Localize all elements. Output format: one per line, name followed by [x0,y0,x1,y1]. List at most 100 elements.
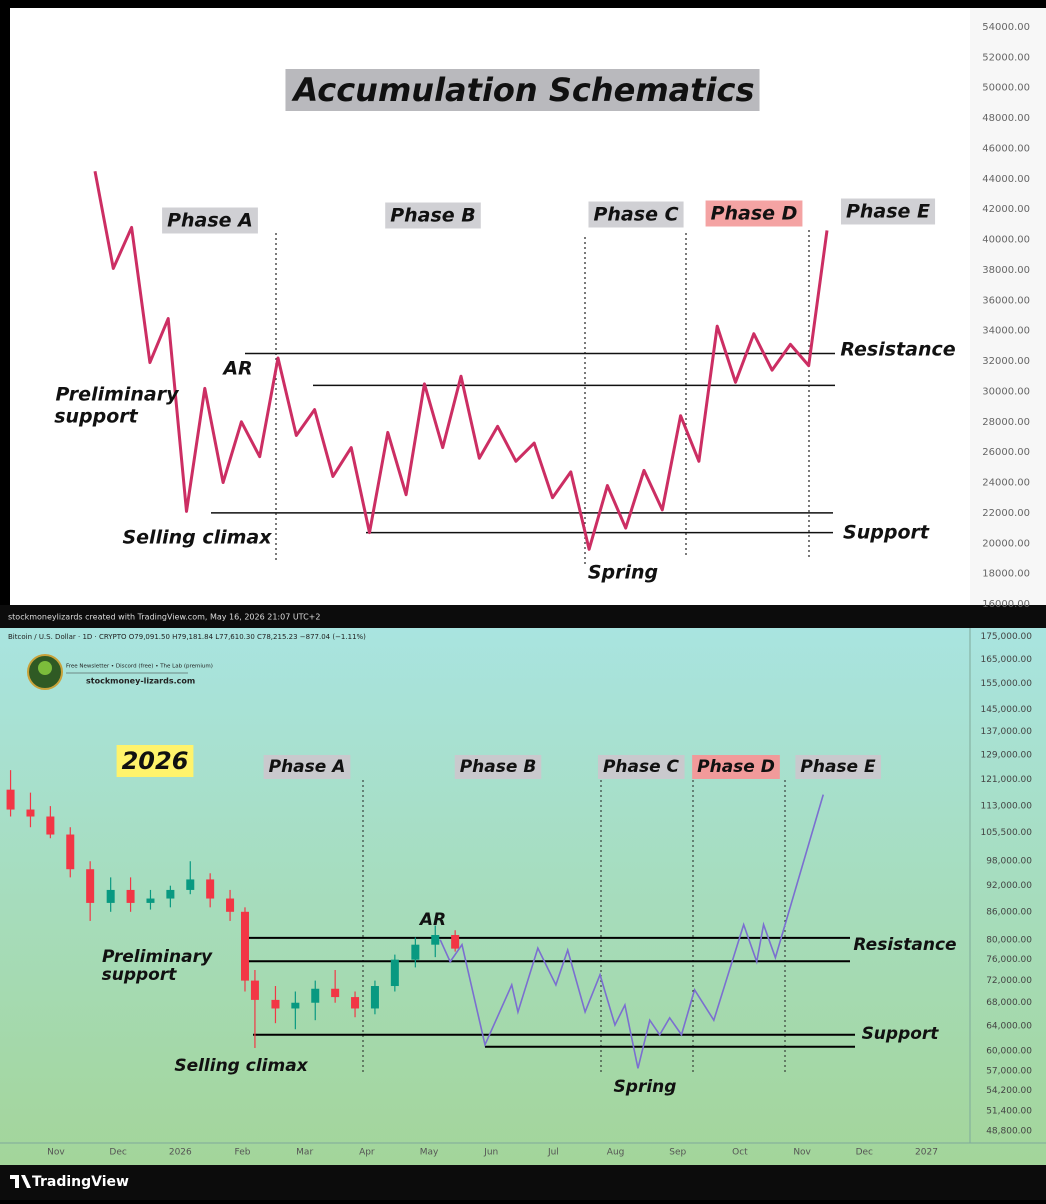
label-box [454,755,542,779]
y-tick-label: 24000.00 [982,478,1030,489]
candle-body [250,980,259,1000]
header-bar [0,605,1046,628]
label-box [795,755,881,779]
x-tick-label: Feb [235,1148,251,1158]
annotation: AR [221,358,252,380]
x-tick-label: Dec [856,1148,873,1158]
y-tick-label: 72,000.00 [986,976,1032,986]
phase-label: Phase E [800,757,876,777]
candle-body [66,834,75,870]
annotation: Spring [588,562,658,584]
y-tick-label: 105,500.00 [980,828,1032,838]
y-tick-label: 137,000.00 [980,727,1032,737]
y-tick-label: 92,000.00 [986,881,1032,891]
footer-logo [10,1175,31,1188]
y-tick-label: 57,000.00 [986,1067,1032,1077]
candle-body [6,789,15,810]
annotation: Spring [614,1077,677,1097]
candle-body [431,935,440,945]
projection-line [439,794,825,1069]
candle-body [351,997,360,1009]
annotation: AR [418,910,446,930]
candle-body [206,879,215,899]
annotation: support [102,965,178,985]
footer-bar [0,1165,1046,1200]
label-box [385,202,481,229]
phase-label: Phase B [390,205,476,227]
candle-body [390,959,399,987]
bottom-panel [0,628,1046,1165]
y-tick-label: 48000.00 [982,113,1030,124]
y-tick-label: 80,000.00 [986,935,1032,945]
y-tick-label: 129,000.00 [980,750,1032,760]
y-tick-label: 155,000.00 [980,679,1032,689]
phase-label: Phase D [711,203,798,225]
x-tick-label: 2027 [915,1148,938,1158]
annotation: Support [862,1024,940,1044]
legend: Bitcoin / U.S. Dollar · 1D · CRYPTO O79,… [8,633,366,641]
annotation: Selling climax [122,527,272,549]
logo [38,661,52,675]
x-tick-label: Nov [793,1148,811,1158]
y-tick-label: 32000.00 [982,356,1030,367]
x-tick-label: Nov [47,1148,65,1158]
y-tick-label: 48,800.00 [986,1127,1032,1137]
annotation: Support [843,522,930,544]
candle-body [166,889,175,899]
y-tick-label: 64,000.00 [986,1022,1032,1032]
y-tick-label: 52000.00 [982,52,1030,63]
candle-body [46,816,55,835]
candle-body [186,879,195,890]
label-box [705,200,803,227]
candle-body [411,944,420,960]
candle-body [226,898,235,912]
annotation: Preliminary [55,384,180,406]
phase-label: Phase B [460,757,537,777]
annotation: Resistance [840,339,955,361]
x-tick-label: Jun [483,1148,498,1158]
label-box [285,69,760,111]
phase-label: Phase A [167,210,253,232]
annotation: support [54,406,138,428]
x-tick-label: Apr [359,1148,375,1158]
y-tick-label: 30000.00 [982,386,1030,397]
y-tick-label: 98,000.00 [986,857,1032,867]
y-tick-label: 42000.00 [982,204,1030,215]
y-tick-label: 145,000.00 [980,705,1032,715]
chart-title: Accumulation Schematics [290,71,754,109]
candle-body [240,911,249,981]
candle-body [311,988,320,1003]
y-tick-label: 38000.00 [982,265,1030,276]
y-tick-label: 113,000.00 [980,802,1032,812]
candle-body [126,889,135,903]
candle-body [451,935,460,949]
y-tick-label: 165,000.00 [980,655,1032,665]
y-tick-label: 175,000.00 [980,632,1032,642]
y-tick-label: 68,000.00 [986,998,1032,1008]
y-tick-label: 54,200.00 [986,1086,1032,1096]
y-tick-label: 28000.00 [982,417,1030,428]
y-tick-label: 20000.00 [982,538,1030,549]
candle-body [26,809,35,817]
y-tick-label: 76,000.00 [986,955,1032,965]
y-tick-label: 26000.00 [982,447,1030,458]
phase-label: Phase E [846,201,930,223]
y-tick-label: 50000.00 [982,83,1030,94]
x-tick-label: Aug [607,1148,625,1158]
label-box [692,755,780,779]
phase-label: Phase C [603,757,680,777]
label-box [597,755,685,779]
candle-body [86,869,95,903]
candle-body [146,898,155,903]
annotation: Resistance [853,935,956,955]
phase-label: Phase C [593,204,678,226]
candle-body [370,986,379,1009]
logo-site: stockmoney-lizards.com [86,677,195,686]
label-box [263,755,351,779]
caption: stockmoneylizards created with TradingVi… [8,613,320,622]
label-box [116,745,194,777]
x-tick-label: Oct [732,1148,748,1158]
y-tick-label: 121,000.00 [980,775,1032,785]
y-tick-label: 86,000.00 [986,907,1032,917]
